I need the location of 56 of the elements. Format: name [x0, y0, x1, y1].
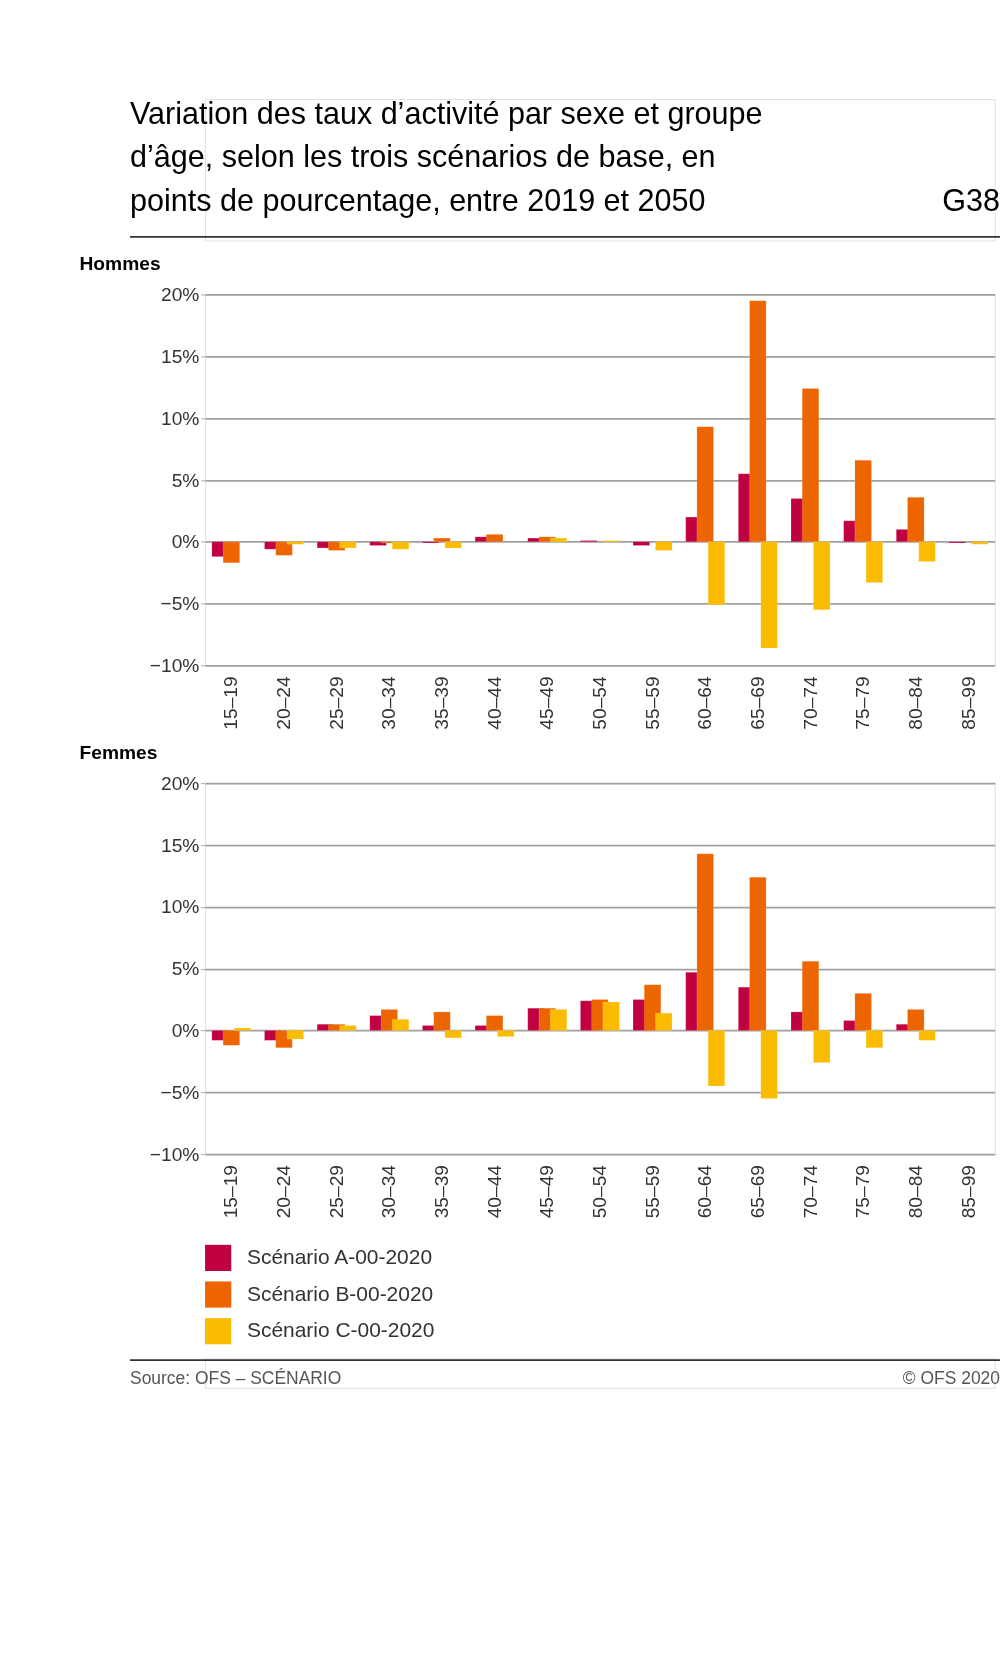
x-tick-label: 35–39: [431, 1164, 453, 1219]
chart-title: Variation des taux d’activité par sexe et groupe d’âge, selon les trois scénarios de base, en points de pourcentage, entre 2019 et 2050: [130, 95, 763, 218]
y-tick-label: 0%: [171, 531, 200, 553]
x-tick-label: 75–79: [852, 676, 874, 730]
x-tick-label: 80–84: [904, 1164, 926, 1219]
x-tick-label: 20–24: [273, 675, 295, 730]
x-tick-label: 55–59: [641, 1164, 663, 1219]
legend-label: Scénario A-00-2020: [246, 1245, 433, 1269]
x-tick-label: 40–44: [483, 1164, 505, 1219]
y-tick-label: 15%: [160, 834, 200, 856]
legend-label: Scénario B-00-2020: [246, 1281, 434, 1305]
x-tick-label: 45–49: [536, 676, 558, 730]
y-tick-label: −5%: [160, 593, 200, 615]
x-tick-label: 55–59: [641, 676, 663, 730]
y-tick-label: −5%: [160, 1081, 200, 1103]
x-tick-label: 30–34: [378, 1164, 400, 1219]
y-tick-label: 10%: [160, 896, 200, 918]
x-tick-label: 65–69: [746, 1164, 768, 1219]
x-tick-label: 60–64: [694, 675, 716, 730]
bar: [971, 541, 989, 545]
text: G38: [942, 182, 1001, 217]
x-tick-label: 50–54: [589, 1164, 611, 1219]
x-tick-label: 65–69: [746, 676, 768, 730]
x-tick-label: 85–99: [957, 676, 979, 730]
y-tick-label: 5%: [171, 469, 200, 491]
x-tick-label: 80–84: [904, 675, 926, 730]
x-tick-label: 40–44: [483, 675, 505, 730]
x-tick-label: 45–49: [536, 1164, 558, 1219]
y-tick-label: 0%: [171, 1019, 200, 1041]
y-tick-label: 15%: [160, 345, 200, 367]
y-tick-label: 20%: [160, 284, 200, 306]
x-tick-label: 75–79: [852, 1164, 874, 1219]
bar: [655, 541, 673, 551]
x-tick-label: 15–19: [220, 676, 242, 730]
source-note: Source: OFS – SCÉNARIO: [130, 1368, 342, 1389]
x-tick-label: 25–29: [325, 676, 347, 730]
y-tick-label: 5%: [171, 958, 200, 980]
x-tick-label: 85–99: [957, 1164, 979, 1219]
text: © OFS 2020: [902, 1368, 1001, 1389]
y-tick-label: −10%: [149, 1143, 200, 1165]
x-tick-label: 15–19: [220, 1164, 242, 1219]
x-tick-label: 70–74: [799, 1164, 821, 1219]
x-tick-label: 70–74: [799, 675, 821, 730]
x-tick-label: 20–24: [273, 1164, 295, 1219]
y-tick-label: −10%: [149, 654, 200, 676]
x-tick-label: 35–39: [431, 676, 453, 730]
y-tick-label: 20%: [160, 772, 200, 794]
bar: [632, 541, 650, 546]
chart-subtitle: Hommes: [79, 253, 161, 275]
x-tick-label: 25–29: [325, 1164, 347, 1219]
chart-title: Femmes: [79, 741, 158, 763]
x-tick-label: 30–34: [378, 675, 400, 730]
y-tick-label: 10%: [160, 407, 200, 429]
x-tick-label: 60–64: [694, 1164, 716, 1219]
legend-label: Scénario C-00-2020: [246, 1318, 435, 1342]
x-tick-label: 50–54: [589, 675, 611, 730]
